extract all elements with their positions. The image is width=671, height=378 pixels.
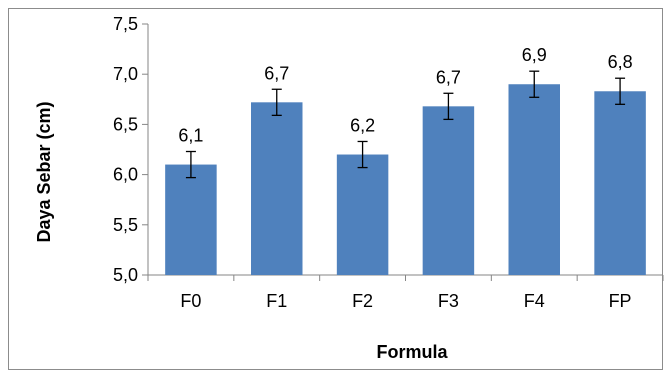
x-tick-label: FP [609, 291, 632, 311]
y-tick-label: 6,5 [113, 114, 138, 134]
data-label: 6,1 [178, 126, 203, 146]
x-tick-label: F3 [438, 291, 459, 311]
y-tick-label: 5,5 [113, 215, 138, 235]
bar [165, 164, 217, 275]
bar [336, 154, 389, 275]
bar [251, 102, 303, 275]
error-bars [185, 70, 626, 179]
data-label: 6,7 [436, 67, 461, 87]
data-label: 6,2 [350, 115, 375, 135]
x-tick-label: F4 [524, 291, 545, 311]
bar [508, 84, 560, 276]
data-labels: 6,1 6,7 6,2 6,7 6,9 6,8 [178, 45, 632, 145]
bar [422, 106, 475, 275]
y-tick-label: 7,5 [113, 14, 138, 34]
x-axis-title: Formula [376, 342, 448, 362]
y-axis: 5,0 5,5 6,0 6,5 7,0 7,5 [113, 14, 149, 285]
data-label: 6,7 [264, 63, 289, 83]
x-tick-label: F0 [180, 291, 201, 311]
bar [594, 91, 646, 275]
data-label: 6,9 [522, 45, 547, 65]
x-tick-label: F2 [352, 291, 373, 311]
bars [165, 84, 646, 276]
x-tick-label: F1 [266, 291, 287, 311]
y-tick-label: 7,0 [113, 64, 138, 84]
x-axis: F0 F1 F2 F3 F4 FP [147, 274, 664, 311]
y-tick-label: 6,0 [113, 165, 138, 185]
y-tick-label: 5,0 [113, 265, 138, 285]
data-label: 6,8 [608, 52, 633, 72]
y-axis-title: Daya Sebar (cm) [34, 101, 54, 242]
